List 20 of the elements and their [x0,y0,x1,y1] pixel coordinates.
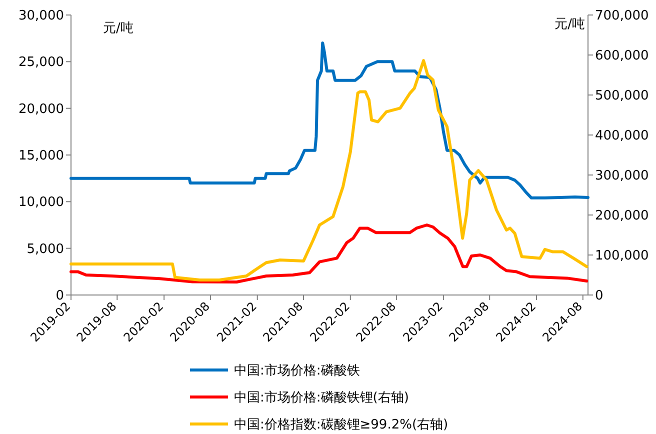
y-tick-label: 5,000 [26,242,64,257]
y2-tick-label: 700,000 [595,8,649,24]
y-tick-label: 30,000 [18,8,64,24]
y-tick-label: 0 [56,288,64,304]
y2-tick-label: 500,000 [595,88,649,104]
y2-tick-label: 100,000 [595,248,649,264]
legend-label: 中国:市场价格:磷酸铁锂(右轴) [234,390,409,406]
y2-tick-label: 600,000 [595,48,649,64]
y2-axis-title: 元/吨 [554,17,585,32]
y2-tick-label: 400,000 [595,128,649,144]
y2-tick-label: 0 [595,288,604,304]
y2-tick-label: 300,000 [595,168,649,184]
y2-tick-label: 200,000 [595,208,649,224]
legend-label: 中国:市场价格:磷酸铁 [234,364,360,378]
y-tick-label: 25,000 [18,55,64,70]
y-tick-label: 20,000 [18,102,64,117]
y-tick-label: 15,000 [18,148,64,164]
y-tick-label: 10,000 [18,195,64,210]
legend-label: 中国:价格指数:碳酸锂≥99.2%(右轴) [234,418,448,432]
y-axis-title: 元/吨 [103,21,134,36]
